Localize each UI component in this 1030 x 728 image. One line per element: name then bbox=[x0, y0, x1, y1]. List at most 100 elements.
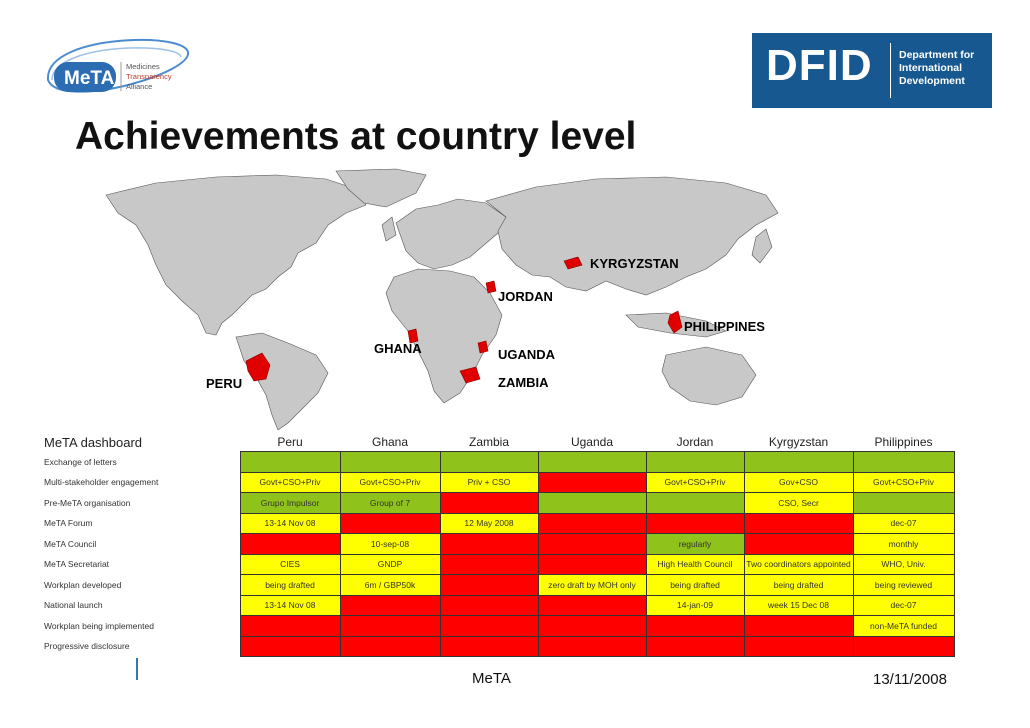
status-cell bbox=[743, 635, 854, 657]
column-header: Zambia bbox=[468, 435, 509, 449]
continent-asia bbox=[485, 176, 779, 296]
footer-accent-bar bbox=[136, 658, 138, 680]
highlight-uganda bbox=[477, 340, 489, 354]
status-cell: 12 May 2008 bbox=[439, 512, 539, 534]
row-label: MeTA Council bbox=[44, 538, 97, 549]
status-cell bbox=[239, 635, 341, 657]
status-cell bbox=[852, 451, 955, 473]
status-cell: Govt+CSO+Priv bbox=[239, 471, 341, 493]
continent-greenland bbox=[335, 168, 427, 208]
status-cell bbox=[339, 512, 441, 534]
status-cell bbox=[537, 451, 647, 473]
status-cell bbox=[743, 533, 854, 555]
table-row: Pre-MeTA organisation Grupo Impulsor Group… bbox=[44, 492, 955, 514]
map-label-kyrgyzstan: KYRGYZSTAN bbox=[590, 256, 679, 271]
status-cell: High Health Council bbox=[645, 553, 745, 575]
highlight-peru bbox=[245, 352, 271, 382]
row-label: Progressive disclosure bbox=[44, 641, 130, 652]
continent-uk bbox=[381, 216, 397, 242]
world-map: KYRGYZSTAN JORDAN PHILIPPINES GHANA UGAN… bbox=[66, 165, 810, 431]
table-row: Multi-stakeholder engagement Govt+CSO+Pri… bbox=[44, 471, 955, 493]
status-cell: Gov+CSO bbox=[743, 471, 854, 493]
row-label: MeTA Forum bbox=[44, 518, 93, 529]
status-cell: CSO, Secr bbox=[743, 492, 854, 514]
status-cell bbox=[537, 471, 647, 493]
row-label: Workplan developed bbox=[44, 579, 122, 590]
column-header: Peru bbox=[277, 435, 303, 449]
status-cell bbox=[537, 492, 647, 514]
map-label-philippines: PHILIPPINES bbox=[684, 319, 765, 334]
table-header-row: MeTA dashboard Peru Ghana Zambia Uganda … bbox=[44, 433, 954, 452]
page-title: Achievements at country level bbox=[75, 115, 637, 158]
status-cell bbox=[339, 635, 441, 657]
status-cell bbox=[239, 451, 341, 473]
column-header: Uganda bbox=[570, 435, 614, 449]
highlight-kyrgyzstan bbox=[563, 256, 583, 270]
status-cell: being drafted bbox=[239, 574, 341, 596]
highlight-ghana bbox=[407, 328, 419, 344]
continent-australia bbox=[661, 346, 757, 406]
status-cell bbox=[645, 635, 745, 657]
status-cell: monthly bbox=[852, 533, 955, 555]
status-cell: Grupo Impulsor bbox=[239, 492, 341, 514]
column-header: Ghana bbox=[371, 435, 409, 449]
status-cell bbox=[439, 553, 539, 575]
row-label: Workplan being implemented bbox=[44, 620, 154, 631]
status-cell: GNDP bbox=[339, 553, 441, 575]
status-cell: non-MeTA funded bbox=[852, 615, 955, 637]
table-row: MeTA Secretariat CIES GNDP High Health Coun… bbox=[44, 553, 955, 575]
meta-logo: MeTA Medicines Transparency Alliance bbox=[44, 36, 194, 98]
status-cell bbox=[645, 492, 745, 514]
status-cell bbox=[852, 492, 955, 514]
table-row: Exchange of letters bbox=[44, 451, 955, 473]
svg-text:Transparency: Transparency bbox=[126, 72, 172, 81]
map-label-uganda: UGANDA bbox=[498, 347, 556, 362]
row-label: Exchange of letters bbox=[44, 456, 117, 467]
status-cell bbox=[537, 553, 647, 575]
dfid-logo: DFID Department for International Develo… bbox=[752, 33, 992, 108]
row-label: National launch bbox=[44, 600, 103, 611]
status-cell bbox=[645, 451, 745, 473]
status-cell: CIES bbox=[239, 553, 341, 575]
meta-dashboard-table: MeTA dashboard Peru Ghana Zambia Uganda … bbox=[44, 433, 955, 657]
status-cell bbox=[439, 574, 539, 596]
map-label-zambia: ZAMBIA bbox=[498, 375, 549, 390]
status-cell bbox=[743, 512, 854, 534]
svg-text:Alliance: Alliance bbox=[126, 82, 152, 91]
status-cell: dec-07 bbox=[852, 512, 955, 534]
highlight-jordan bbox=[485, 280, 497, 294]
table-row: Progressive disclosure bbox=[44, 635, 955, 657]
status-cell: dec-07 bbox=[852, 594, 955, 616]
row-label: Pre-MeTA organisation bbox=[44, 497, 131, 508]
status-cell: Govt+CSO+Priv bbox=[645, 471, 745, 493]
table-row: MeTA Council 10-sep-08 regularly monthly bbox=[44, 533, 955, 555]
status-cell: Group of 7 bbox=[339, 492, 441, 514]
continent-japan bbox=[751, 228, 773, 264]
status-cell bbox=[537, 615, 647, 637]
status-cell: being reviewed bbox=[852, 574, 955, 596]
status-cell bbox=[537, 533, 647, 555]
footer-date: 13/11/2008 bbox=[873, 671, 947, 688]
status-cell bbox=[439, 533, 539, 555]
status-cell: being drafted bbox=[743, 574, 854, 596]
status-cell: WHO, Univ. bbox=[852, 553, 955, 575]
meta-logo-text: MeTA bbox=[64, 68, 115, 89]
status-cell: 14-jan-09 bbox=[645, 594, 745, 616]
row-label: MeTA Secretariat bbox=[44, 559, 110, 570]
continent-north-america bbox=[105, 174, 367, 336]
status-cell bbox=[743, 615, 854, 637]
table-row: Workplan developed being drafted 6m / GBP5… bbox=[44, 574, 955, 596]
status-cell bbox=[339, 594, 441, 616]
status-cell: 13-14 Nov 08 bbox=[239, 512, 341, 534]
dfid-subtitle: Department for International Development bbox=[899, 49, 975, 87]
column-header: Jordan bbox=[676, 435, 714, 449]
dashboard-heading: MeTA dashboard bbox=[44, 434, 143, 450]
status-cell bbox=[645, 615, 745, 637]
dfid-logo-text: DFID bbox=[766, 41, 873, 90]
status-cell bbox=[239, 615, 341, 637]
column-header: Kyrgyzstan bbox=[768, 435, 829, 449]
status-cell: 13-14 Nov 08 bbox=[239, 594, 341, 616]
table-row: National launch 13-14 Nov 08 14-jan-09 week… bbox=[44, 594, 955, 616]
status-cell bbox=[537, 594, 647, 616]
status-cell bbox=[537, 635, 647, 657]
